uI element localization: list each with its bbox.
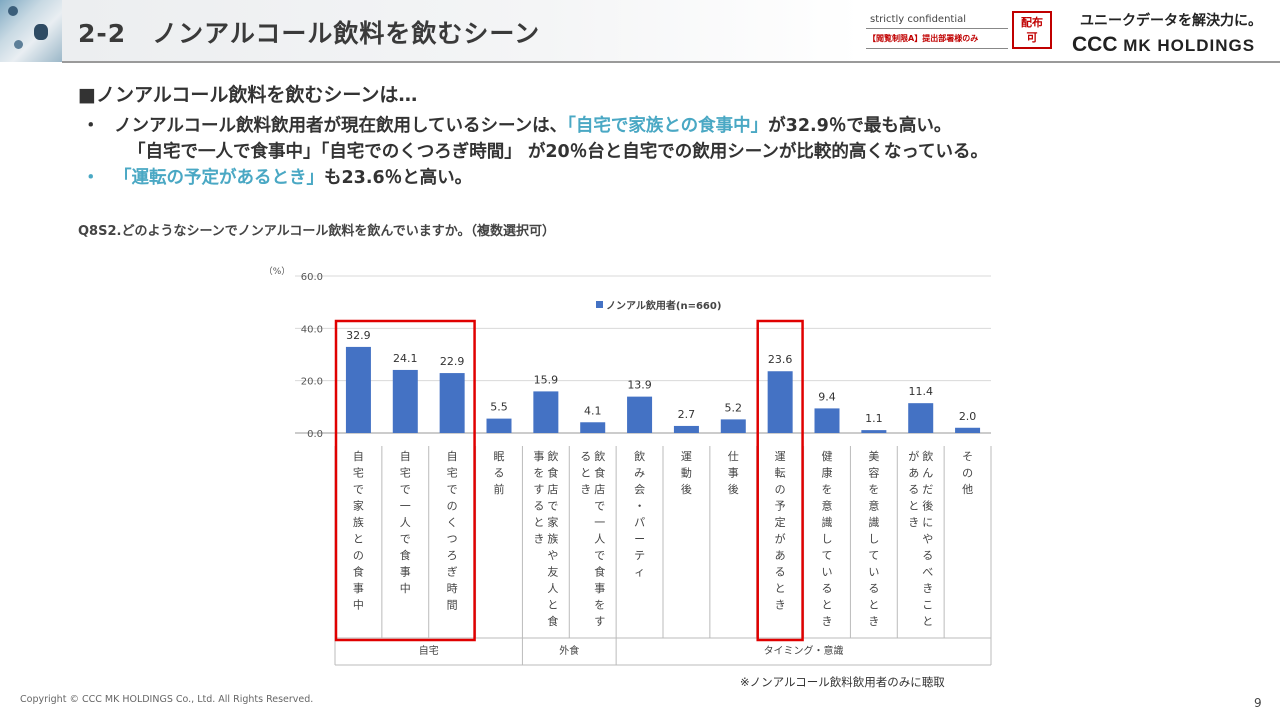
summary-bullets: ・ノンアルコール飲料飲用者が現在飲用しているシーンは、「自宅で家族との食事中」が… — [82, 113, 1232, 191]
data-label: 32.9 — [346, 329, 371, 342]
bar — [439, 373, 465, 433]
bar — [767, 371, 793, 433]
bar — [861, 430, 887, 433]
company-logo: CCC MK HOLDINGS — [1072, 33, 1255, 57]
x-tick-label: その他 — [962, 450, 973, 496]
bar — [345, 346, 371, 433]
bar — [486, 418, 512, 433]
slide-title: 2-2 ノンアルコール飲料を飲むシーン — [78, 19, 541, 48]
data-label: 5.2 — [725, 401, 743, 414]
bar — [814, 408, 840, 433]
x-tick-label: 飲んだ後にやるべきことがあるとき — [908, 449, 933, 628]
data-label: 5.5 — [490, 401, 508, 414]
highlight-box — [756, 319, 804, 642]
bullet1-text-c: が32.9％で最も高い。 — [768, 116, 952, 136]
group-label: 外食 — [559, 644, 579, 657]
bullet-marker: ・ — [82, 116, 100, 136]
bullet2-text-b: も23.6％と高い。 — [324, 168, 473, 188]
header-photo — [0, 0, 62, 62]
y-tick-label: 60.0 — [301, 272, 323, 283]
survey-question: Q8S2.どのようなシーンでノンアルコール飲料を飲んでいますか。（複数選択可） — [78, 224, 555, 239]
x-tick-label: 飲み会・パーティ — [634, 449, 645, 579]
data-label: 2.7 — [678, 408, 696, 421]
confidential-label: strictly confidential — [866, 11, 1008, 29]
x-tick-label: 自宅で家族との食事中 — [353, 450, 364, 612]
x-tick-label: 眠る前 — [494, 450, 505, 496]
bullet-1-line-2: 「自宅で一人で食事中」「自宅でのくつろぎ時間」 が20％台と自宅での飲用シーンが… — [128, 142, 988, 162]
bar — [533, 391, 559, 433]
bullet1-highlight: 「自宅で家族との食事中」 — [567, 116, 769, 136]
x-tick-label: 自宅で一人で食事中 — [400, 450, 411, 595]
data-label: 15.9 — [534, 373, 559, 386]
header: 2-2 ノンアルコール飲料を飲むシーン strictly confidentia… — [0, 0, 1280, 63]
legend-swatch — [596, 301, 603, 308]
data-label: 11.4 — [908, 385, 933, 398]
bar — [392, 369, 418, 433]
y-tick-label: 20.0 — [301, 377, 323, 388]
data-label: 9.4 — [818, 390, 836, 403]
confidential-box: strictly confidential 【閲覧制限A】提出部署様のみ — [866, 11, 1008, 49]
bullet-2: ・「運転の予定があるとき」も23.6％と高い。 — [82, 165, 1232, 191]
bar — [673, 425, 699, 433]
bar — [955, 427, 981, 433]
company-tagline: ユニークデータを解決力に。 — [1080, 13, 1262, 29]
stamp-line2: 可 — [1026, 31, 1038, 44]
x-tick-label: 自宅でのくつろぎ時間 — [447, 450, 458, 612]
y-tick-label: 0.0 — [307, 429, 323, 440]
section-heading: ■ノンアルコール飲料を飲むシーンは… — [78, 84, 418, 106]
restricted-label: 【閲覧制限A】提出部署様のみ — [868, 34, 979, 43]
bullet2-highlight: 「運転の予定があるとき」 — [114, 168, 324, 188]
x-tick-label: 飲食店で家族や友人と食事をするとき — [533, 449, 558, 628]
legend-label: ノンアル飲用者(n=660) — [606, 299, 721, 312]
bar — [627, 396, 653, 433]
x-tick-label: 美容を意識しているとき — [868, 450, 879, 628]
chart-footnote: ※ノンアルコール飲料飲用者のみに聴取 — [740, 675, 945, 689]
bullet-marker: ・ — [82, 168, 100, 188]
logo-ccc: CCC — [1072, 33, 1118, 56]
bar — [908, 403, 934, 433]
data-label: 1.1 — [865, 412, 883, 425]
group-label: 自宅 — [419, 644, 439, 657]
x-tick-label: 運転の予定があるとき — [775, 450, 786, 612]
x-tick-label: 健康を意識しているとき — [822, 450, 833, 628]
bullet1-text-a: ノンアルコール飲料飲用者が現在飲用しているシーンは、 — [114, 116, 568, 136]
group-label: タイミング・意識 — [764, 644, 844, 657]
copyright: Copyright © CCC MK HOLDINGS Co., Ltd. Al… — [20, 694, 314, 705]
distribution-stamp: 配布 可 — [1012, 11, 1052, 49]
y-tick-label: 40.0 — [301, 324, 323, 335]
data-label: 24.1 — [393, 352, 418, 365]
header-divider — [62, 61, 1280, 63]
title-band — [62, 0, 862, 62]
data-label: 23.6 — [768, 353, 793, 366]
data-label: 13.9 — [627, 379, 652, 392]
x-tick-label: 飲食店で一人で食事をするとき — [580, 449, 605, 628]
highlight-box — [334, 319, 476, 642]
bar — [580, 422, 606, 433]
x-tick-label: 運動後 — [681, 450, 692, 496]
data-label: 2.0 — [959, 410, 977, 423]
bar — [720, 419, 746, 433]
data-label: 22.9 — [440, 355, 465, 368]
page-number: 9 — [1254, 696, 1262, 710]
logo-name: MK HOLDINGS — [1117, 36, 1256, 55]
data-label: 4.1 — [584, 404, 602, 417]
bullet-1: ・ノンアルコール飲料飲用者が現在飲用しているシーンは、「自宅で家族との食事中」が… — [82, 113, 1232, 139]
stamp-line1: 配布 — [1021, 16, 1043, 29]
x-tick-label: 仕事後 — [728, 450, 739, 496]
y-unit-label: （%） — [264, 266, 291, 277]
